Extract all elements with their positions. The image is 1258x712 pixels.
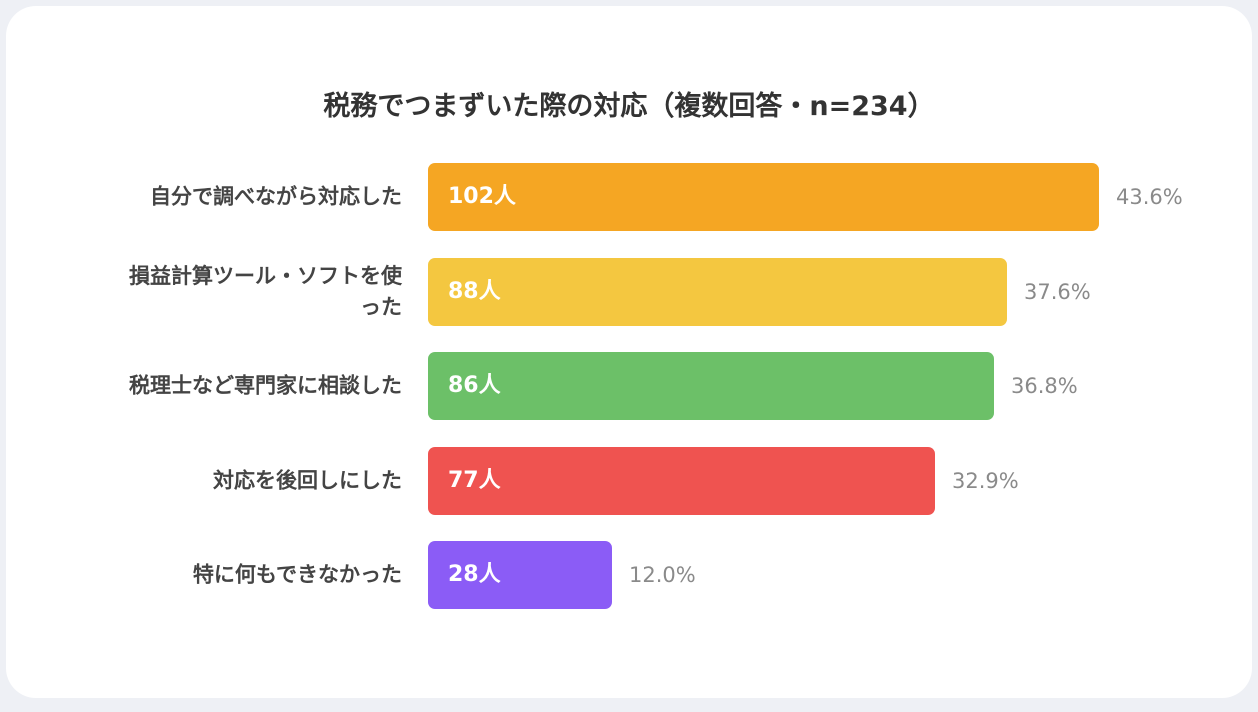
bar-value-label: 77人 (448, 467, 501, 493)
bar-value-label: 28人 (448, 562, 501, 587)
category-label: 税理士など専門家に相談した (129, 373, 402, 398)
category-label: 特に何もできなかった (192, 562, 402, 587)
percentage-label: 12.0% (629, 563, 696, 587)
category-label: 損益計算ツール・ソフトを使 った (129, 263, 402, 319)
percentage-label: 32.9% (952, 468, 1019, 493)
percentage-label: 36.8% (1011, 374, 1078, 398)
chart-title: 税務でつまずいた際の対応（複数回答・n=234） (323, 91, 935, 122)
bar-value-label: 86人 (448, 373, 501, 398)
category-label: 対応を後回しにした (213, 468, 402, 492)
bar-value-label: 102人 (448, 184, 516, 209)
bar: 28人 (428, 541, 612, 609)
chart-card: 税務でつまずいた際の対応（複数回答・n=234） 自分で調べながら対応した 102… (6, 6, 1252, 698)
percentage-label: 43.6% (1116, 185, 1183, 209)
category-label: 自分で調べながら対応した (150, 184, 402, 209)
bar: 88人 (428, 257, 1007, 326)
bar: 102人 (428, 163, 1099, 231)
bar: 86人 (428, 352, 994, 420)
percentage-label: 37.6% (1024, 279, 1091, 304)
bar-value-label: 88人 (448, 278, 501, 304)
bar: 77人 (428, 446, 935, 515)
